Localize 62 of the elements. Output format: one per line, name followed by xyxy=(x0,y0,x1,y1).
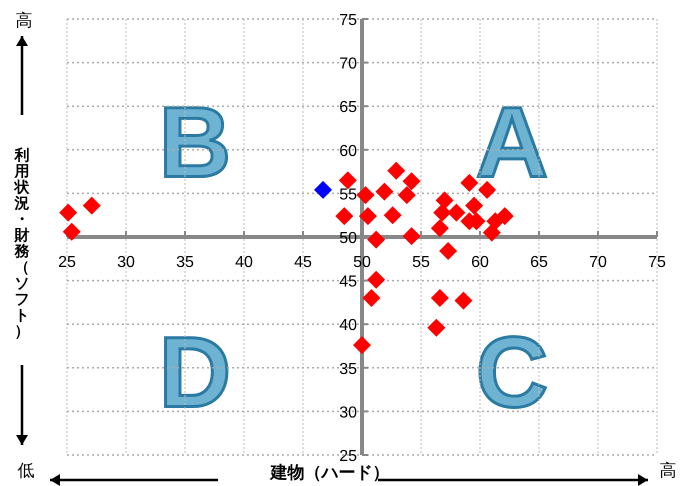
point xyxy=(367,230,386,249)
y-tick-label: 65 xyxy=(339,99,358,116)
point xyxy=(384,206,402,224)
x-tick-label: 65 xyxy=(530,254,548,271)
x-tick-label: 40 xyxy=(235,254,253,271)
text: 高 xyxy=(16,11,32,30)
y-tick-label: 25 xyxy=(339,448,358,465)
x-tick-label: 45 xyxy=(294,254,312,271)
point xyxy=(433,204,452,222)
point xyxy=(358,207,377,226)
point xyxy=(402,172,421,190)
annotation: B xyxy=(158,86,232,198)
point xyxy=(454,292,472,310)
y-tick-label: 35 xyxy=(339,360,358,378)
point xyxy=(430,289,449,308)
point xyxy=(427,318,446,337)
text: 低 xyxy=(18,461,34,480)
point xyxy=(375,182,394,201)
point xyxy=(439,242,458,260)
point xyxy=(82,196,101,215)
y-tick-label: 70 xyxy=(339,56,358,73)
x-tick-label: 30 xyxy=(117,254,135,271)
point xyxy=(356,186,375,204)
annotation: D xyxy=(158,316,232,428)
x-tick-label: 70 xyxy=(589,254,607,271)
y-tick-label: 30 xyxy=(339,404,358,422)
y-tick-label: 75 xyxy=(339,12,358,29)
point xyxy=(478,180,496,199)
point xyxy=(430,219,449,238)
point xyxy=(465,196,484,215)
y-tick-label: 60 xyxy=(339,142,358,160)
x-tick-label: 55 xyxy=(412,254,430,271)
point xyxy=(387,162,406,180)
y-tick-label: 55 xyxy=(339,186,358,204)
x-tick-label: 75 xyxy=(648,254,666,271)
x-tick-label: 35 xyxy=(176,254,194,271)
y-tick-label: 50 xyxy=(339,230,358,247)
point xyxy=(353,336,371,354)
point xyxy=(460,174,478,192)
point xyxy=(362,289,380,308)
annotation: A xyxy=(476,86,548,198)
point xyxy=(367,270,386,289)
x-tick-label: 60 xyxy=(471,254,489,271)
point xyxy=(62,222,81,241)
point xyxy=(338,171,357,190)
text: 高 xyxy=(660,461,676,480)
x-tick-label: 25 xyxy=(58,254,76,271)
text: 利用状況・財務（ソフト） xyxy=(14,147,30,340)
point xyxy=(496,207,514,226)
point xyxy=(482,224,501,242)
y-tick-label: 45 xyxy=(339,274,358,291)
y-tick-label: 40 xyxy=(339,317,358,334)
point xyxy=(314,180,332,199)
point xyxy=(398,186,416,204)
point xyxy=(402,227,421,246)
x-axis-title: 建物（ハード） xyxy=(268,463,390,482)
annotation: C xyxy=(476,316,548,428)
point xyxy=(59,204,78,222)
point xyxy=(335,207,354,226)
x-tick-label: 50 xyxy=(353,254,371,271)
point xyxy=(447,204,466,222)
point xyxy=(436,191,454,210)
